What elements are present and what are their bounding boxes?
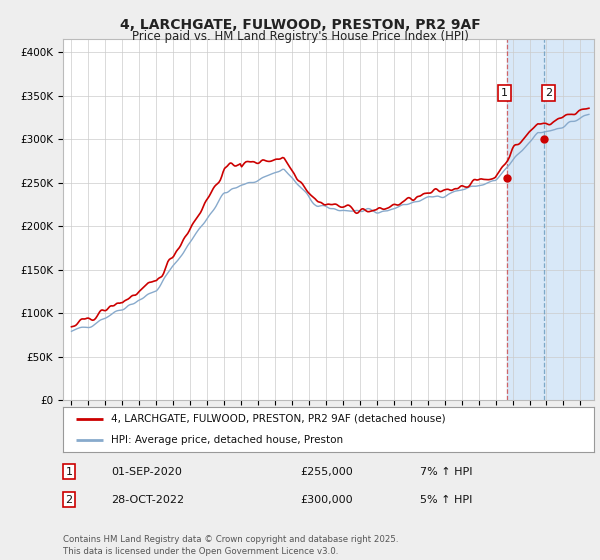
Text: Contains HM Land Registry data © Crown copyright and database right 2025.
This d: Contains HM Land Registry data © Crown c… [63, 535, 398, 556]
Text: 1: 1 [501, 88, 508, 98]
Text: Price paid vs. HM Land Registry's House Price Index (HPI): Price paid vs. HM Land Registry's House … [131, 30, 469, 43]
Text: HPI: Average price, detached house, Preston: HPI: Average price, detached house, Pres… [111, 435, 343, 445]
Text: 4, LARCHGATE, FULWOOD, PRESTON, PR2 9AF: 4, LARCHGATE, FULWOOD, PRESTON, PR2 9AF [119, 18, 481, 32]
Text: 5% ↑ HPI: 5% ↑ HPI [420, 494, 472, 505]
Bar [507, 39, 594, 400]
Text: 28-OCT-2022: 28-OCT-2022 [111, 494, 184, 505]
Text: 7% ↑ HPI: 7% ↑ HPI [420, 466, 473, 477]
Text: 01-SEP-2020: 01-SEP-2020 [111, 466, 182, 477]
Text: 2: 2 [545, 88, 552, 98]
Text: 1: 1 [65, 466, 73, 477]
Text: £255,000: £255,000 [300, 466, 353, 477]
Text: 2: 2 [65, 494, 73, 505]
Text: £300,000: £300,000 [300, 494, 353, 505]
Text: 4, LARCHGATE, FULWOOD, PRESTON, PR2 9AF (detached house): 4, LARCHGATE, FULWOOD, PRESTON, PR2 9AF … [111, 414, 445, 424]
